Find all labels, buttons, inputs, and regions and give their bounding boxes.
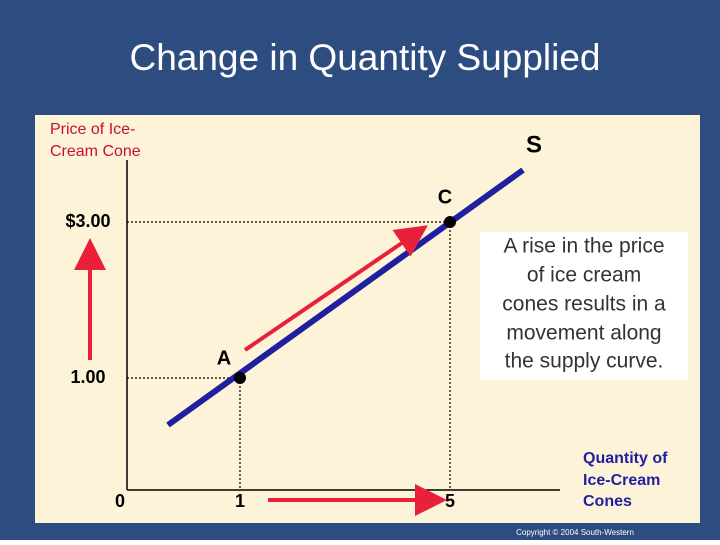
quantity-label: 1 [235,491,245,511]
copyright: Copyright © 2004 South-Western [516,528,634,537]
point-label: C [438,186,452,208]
point [234,372,246,384]
x-axis-label-line: Quantity of [583,450,668,467]
annotation-line: movement along [506,322,661,345]
price-label: 1.00 [70,367,105,387]
annotation-line: the supply curve. [505,350,664,373]
title: Change in Quantity Supplied [129,37,600,78]
y-axis-label: Price of Ice- [50,121,135,138]
quantity-label: 5 [445,491,455,511]
y-axis-label: Cream Cone [50,143,141,160]
quantity-label: 0 [115,491,125,511]
supply-curve [166,167,525,428]
point [444,216,456,228]
price-label: $3.00 [65,211,110,231]
x-axis-label: Quantity of Ice-Cream Cones [583,450,668,510]
arrows [74,225,447,516]
point-label: A [217,347,231,369]
annotation-line: of ice cream [527,264,641,287]
annotation-line: A rise in the price [503,235,664,258]
annotation-line: cones results in a [502,293,666,316]
annotation-box [480,232,688,380]
curve-label: S [526,131,542,158]
x-axis-label-line: Ice-Cream [583,472,660,489]
arrow [243,225,428,352]
guides [127,221,451,490]
annotation: A rise in the price of ice cream cones r… [502,235,666,373]
x-axis-label-line: Cones [583,493,632,510]
